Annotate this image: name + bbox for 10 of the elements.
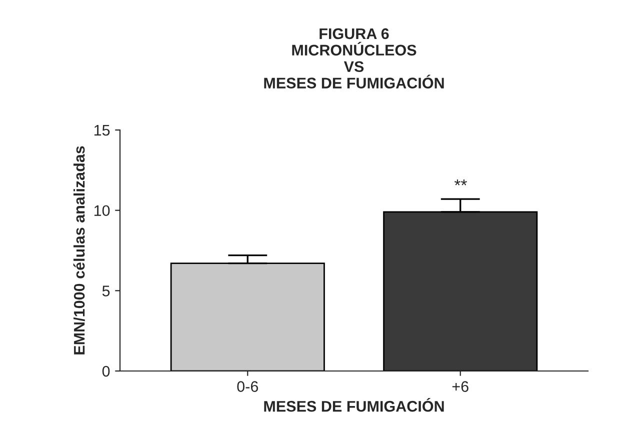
y-axis-title: EMN/1000 células analizadas (73, 146, 85, 354)
y-tick-label: 0 (102, 366, 110, 377)
y-tick-label: 15 (94, 125, 110, 136)
x-axis-title: MESES DE FUMIGACIÓN (264, 398, 444, 412)
y-tick-label: 5 (102, 286, 110, 296)
chart-title: FIGURA 6 MICRONÚCLEOS VS MESES DE FUMIGACIÓN (264, 28, 444, 88)
y-tick-label: 10 (94, 205, 110, 216)
x-tick-label: +6 (452, 381, 468, 392)
annotation: ** (454, 179, 467, 186)
x-tick-label: 0-6 (237, 381, 258, 392)
